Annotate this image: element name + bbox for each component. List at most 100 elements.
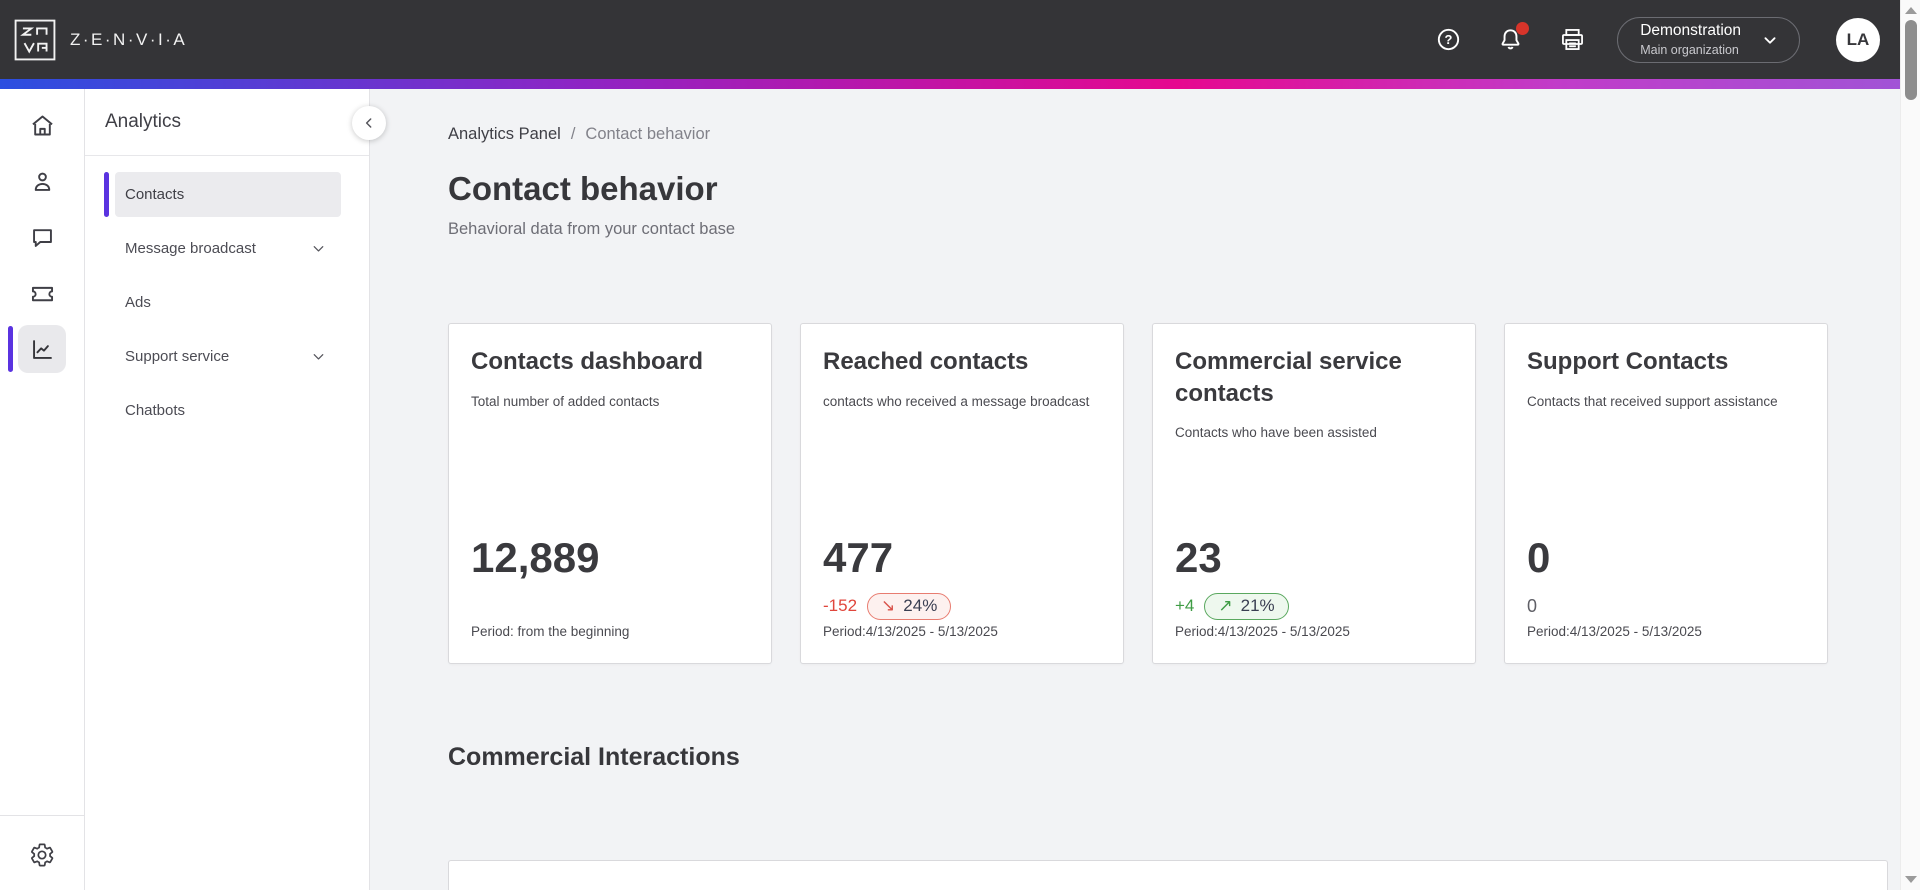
- svg-text:?: ?: [1444, 32, 1452, 47]
- spacer: [1175, 448, 1453, 534]
- zenvia-logo-icon: [14, 19, 56, 61]
- rail-bottom: [0, 815, 84, 890]
- spacer: [471, 416, 749, 534]
- icon-rail: [0, 89, 85, 890]
- card-period: Period: from the beginning: [471, 624, 630, 639]
- sidebar-item-label: Ads: [125, 294, 151, 311]
- trend-down-arrow-icon: ↘: [881, 596, 896, 615]
- topbar-actions: ?: [1401, 16, 1880, 63]
- analytics-sidebar: Analytics Contacts Message broadcast: [85, 89, 386, 890]
- trend-badge: ↗ 21%: [1204, 592, 1289, 620]
- breadcrumb-current: Contact behavior: [585, 125, 711, 143]
- org-name: Demonstration: [1640, 21, 1741, 39]
- trend-badge: ↘ 24%: [867, 592, 952, 620]
- collapse-sidebar-button[interactable]: [352, 106, 386, 140]
- nav-conversations-button[interactable]: [18, 213, 66, 261]
- card-title: Reached contacts: [823, 348, 1029, 375]
- notifications-button[interactable]: [1495, 21, 1530, 55]
- card-value: 0: [1527, 534, 1551, 581]
- card-value: 477: [823, 534, 894, 581]
- card-title: Support Contacts: [1527, 348, 1729, 375]
- card-period: Period:4/13/2025 - 5/13/2025: [1175, 624, 1350, 639]
- bell-icon: [1497, 26, 1524, 53]
- card-period: Period:4/13/2025 - 5/13/2025: [823, 624, 998, 639]
- chevron-left-icon: [361, 115, 377, 131]
- card-description: Contacts that received support assistanc…: [1527, 393, 1778, 409]
- card-reached-contacts: Reached contacts contacts who received a…: [800, 323, 1124, 664]
- nav-analytics-button[interactable]: [8, 325, 66, 373]
- trend-percent: 21%: [1240, 596, 1275, 615]
- scrollbar-thumb[interactable]: [1904, 20, 1917, 100]
- chevron-down-icon: [310, 348, 327, 365]
- sidebar-item-label: Chatbots: [125, 402, 186, 419]
- topbar: Z·E·N·V·I·A ?: [0, 0, 1900, 79]
- section-heading-commercial-interactions: Commercial Interactions: [448, 743, 740, 771]
- card-title: Contacts dashboard: [471, 348, 704, 375]
- help-button[interactable]: ?: [1433, 25, 1463, 55]
- delta-value: +4: [1175, 596, 1195, 615]
- settings-button[interactable]: [27, 840, 57, 870]
- gear-icon: [29, 842, 55, 868]
- help-icon: ?: [1435, 26, 1462, 53]
- sidebar-item-chatbots[interactable]: Chatbots: [115, 388, 341, 433]
- trend-percent: 24%: [903, 596, 938, 615]
- line-chart-icon: [29, 336, 56, 363]
- sidebar-item-contacts[interactable]: Contacts: [104, 172, 341, 217]
- brand: Z·E·N·V·I·A: [14, 19, 187, 61]
- active-item-indicator: [104, 172, 109, 217]
- spacer: [1527, 416, 1805, 534]
- card-value: 23: [1175, 534, 1222, 581]
- delta-value: 0: [1527, 595, 1538, 616]
- card-contacts-dashboard: Contacts dashboard Total number of added…: [448, 323, 772, 664]
- delta-row: [471, 588, 749, 624]
- user-avatar[interactable]: LA: [1836, 17, 1880, 62]
- sidebar-item-message-broadcast[interactable]: Message broadcast: [115, 226, 341, 271]
- card-description: Contacts who have been assisted: [1175, 425, 1377, 441]
- nav-home-button[interactable]: [18, 101, 66, 149]
- org-switcher[interactable]: Demonstration Main organization: [1617, 16, 1800, 63]
- card-support-contacts: Support Contacts Contacts that received …: [1504, 323, 1828, 664]
- delta-value: -152: [823, 596, 858, 615]
- home-icon: [29, 112, 56, 139]
- card-description: Total number of added contacts: [471, 393, 660, 409]
- printer-icon: [1559, 26, 1586, 53]
- sidebar-menu: Contacts Message broadcast Ads Support s…: [85, 156, 369, 433]
- commercial-interactions-card-top: [448, 860, 1888, 890]
- sidebar-item-support-service[interactable]: Support service: [115, 334, 341, 379]
- sidebar-item-label: Contacts: [125, 186, 185, 203]
- body-row: Analytics Contacts Message broadcast: [0, 89, 1900, 890]
- breadcrumb-separator: /: [570, 125, 576, 143]
- card-title: Commercial service contacts: [1175, 348, 1402, 407]
- spacer: [823, 416, 1101, 534]
- org-switcher-text: Demonstration Main organization: [1640, 21, 1741, 59]
- delta-row: +4 ↗ 21%: [1175, 588, 1453, 624]
- chevron-down-icon: [1759, 29, 1781, 51]
- chat-bubble-icon: [29, 224, 56, 251]
- scroll-down-button[interactable]: [1904, 876, 1917, 883]
- scroll-up-button[interactable]: [1904, 7, 1917, 14]
- main-content: Analytics Panel / Contact behavior Conta…: [370, 89, 1900, 890]
- page-scrollbar[interactable]: [1900, 0, 1920, 890]
- nav-campaigns-button[interactable]: [18, 269, 66, 317]
- page-subtitle: Behavioral data from your contact base: [448, 220, 736, 238]
- card-value: 12,889: [471, 534, 600, 581]
- sidebar-title: Analytics: [105, 111, 182, 132]
- card-commercial-service-contacts: Commercial service contacts Contacts who…: [1152, 323, 1476, 664]
- person-icon: [29, 168, 56, 195]
- page-title: Contact behavior: [448, 170, 718, 207]
- kpi-cards: Contacts dashboard Total number of added…: [448, 323, 1900, 664]
- nav-contacts-button[interactable]: [18, 157, 66, 205]
- print-button[interactable]: [1557, 25, 1587, 55]
- delta-row: -152 ↘ 24%: [823, 588, 1101, 624]
- sidebar-header: Analytics: [85, 89, 369, 156]
- brand-gradient-bar: [0, 79, 1900, 89]
- ticket-icon: [29, 280, 56, 307]
- sidebar-item-ads[interactable]: Ads: [115, 280, 341, 325]
- trend-up-arrow-icon: ↗: [1218, 596, 1233, 615]
- org-suborg: Main organization: [1640, 42, 1739, 57]
- card-period: Period:4/13/2025 - 5/13/2025: [1527, 624, 1702, 639]
- breadcrumb-analytics-panel[interactable]: Analytics Panel: [448, 125, 561, 143]
- sidebar-item-label: Support service: [125, 348, 230, 365]
